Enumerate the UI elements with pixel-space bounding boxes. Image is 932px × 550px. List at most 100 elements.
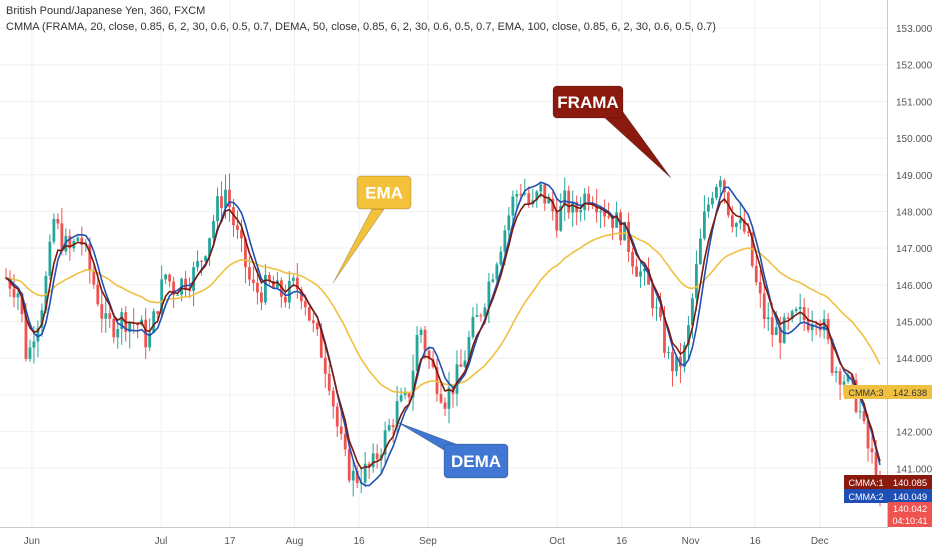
candle-body xyxy=(28,347,32,359)
candle-body xyxy=(399,395,403,402)
countdown-bg xyxy=(888,515,932,527)
candle-body xyxy=(599,211,603,213)
candle-body xyxy=(639,271,642,277)
candle-body xyxy=(515,194,519,197)
candle-body xyxy=(774,327,778,335)
candle-body xyxy=(683,345,686,367)
candle-body xyxy=(687,325,690,346)
candle-body xyxy=(252,279,255,283)
series-badge-label: CMMA:2 xyxy=(848,492,883,502)
candle-body xyxy=(794,309,798,312)
candle-body xyxy=(734,223,738,228)
candle-body xyxy=(806,320,810,331)
callout-label: FRAMA xyxy=(557,93,618,112)
candle-body xyxy=(619,212,622,241)
candle-body xyxy=(790,311,794,320)
candle-body xyxy=(92,269,96,285)
candle-body xyxy=(479,315,483,317)
candle-body xyxy=(738,219,742,224)
candle-body xyxy=(671,352,674,372)
candle-body xyxy=(116,329,120,338)
candle-body xyxy=(762,293,766,320)
candle-body xyxy=(858,411,862,413)
candle-body xyxy=(323,357,327,374)
candle-body xyxy=(842,381,846,385)
candle-body xyxy=(611,217,615,228)
candle-body xyxy=(431,359,435,368)
candle-body xyxy=(786,317,790,320)
y-tick-label: 144.000 xyxy=(896,354,932,365)
symbol-title: British Pound/Japanese Yen, 360, FXCM xyxy=(6,5,206,17)
candle-body xyxy=(742,219,746,232)
candle-body xyxy=(866,421,870,449)
x-tick-label: 16 xyxy=(750,536,762,547)
candle-body xyxy=(427,350,431,360)
candle-body xyxy=(212,221,215,239)
candle-body xyxy=(507,215,511,231)
candle-body xyxy=(535,191,539,201)
candle-body xyxy=(551,198,555,212)
candle-body xyxy=(527,193,531,205)
candle-body xyxy=(128,322,132,333)
candle-body xyxy=(814,324,818,326)
frama-line xyxy=(5,193,881,470)
candle-body xyxy=(148,332,152,348)
candle-body xyxy=(48,241,52,276)
y-tick-label: 148.000 xyxy=(896,207,932,218)
candle-body xyxy=(260,292,263,303)
series-badge-label: CMMA:3 xyxy=(848,388,883,398)
candle-body xyxy=(435,367,439,395)
callout-dema: DEMA xyxy=(396,421,509,479)
x-tick-label: Jun xyxy=(24,536,40,547)
candle-body xyxy=(439,394,443,403)
candle-body xyxy=(299,289,303,302)
candle-body xyxy=(232,207,235,226)
candle-body xyxy=(695,264,698,299)
candle-body xyxy=(184,278,187,290)
candle-body xyxy=(838,371,842,385)
candle-body xyxy=(331,390,335,407)
time-axis[interactable]: Jun Jul 17 Aug 16 Sep Oct 16 Nov 16 Dec xyxy=(24,536,829,547)
candle-body xyxy=(643,268,646,272)
value-badges: CMMA:1 140.085 CMMA:2 140.049 CMMA:3 142.638 1… xyxy=(844,385,932,527)
candle-body xyxy=(264,274,267,303)
grid-lines xyxy=(0,0,887,527)
y-tick-label: 147.000 xyxy=(896,244,932,255)
candle-body xyxy=(248,267,251,280)
candle-body xyxy=(20,293,24,315)
last-price-value: 140.042 xyxy=(893,504,927,515)
candle-body xyxy=(499,251,503,265)
candle-body xyxy=(547,198,551,204)
price-axis[interactable]: 141.000142.000143.000144.000145.000146.0… xyxy=(896,24,932,475)
candle-body xyxy=(850,374,854,381)
candle-body xyxy=(519,194,523,196)
x-tick-label: Dec xyxy=(811,536,829,547)
candle-body xyxy=(782,317,786,343)
candle-body xyxy=(224,189,227,208)
candle-body xyxy=(419,329,423,335)
candle-body xyxy=(455,364,459,394)
x-tick-label: 16 xyxy=(616,536,628,547)
candle-body xyxy=(295,277,299,290)
y-tick-label: 142.000 xyxy=(896,428,932,439)
series-badge-value: 140.085 xyxy=(893,478,927,489)
candle-body xyxy=(579,210,583,213)
candle-body xyxy=(188,289,191,291)
candle-body xyxy=(228,189,231,208)
series-badge-label-bg xyxy=(844,385,888,399)
candle-body xyxy=(691,298,694,326)
candle-body xyxy=(595,205,599,213)
candle-body xyxy=(287,280,291,303)
candle-body xyxy=(603,211,607,217)
candlestick-series xyxy=(4,173,882,507)
candle-body xyxy=(44,275,48,311)
x-tick-label: Nov xyxy=(682,536,700,547)
y-tick-label: 151.000 xyxy=(896,97,932,108)
candle-body xyxy=(168,274,172,282)
candle-body xyxy=(475,315,479,317)
series-badge: CMMA:2 140.049 xyxy=(844,489,932,503)
y-tick-label: 145.000 xyxy=(896,318,932,329)
x-tick-label: 17 xyxy=(224,536,236,547)
candle-body xyxy=(347,449,351,481)
